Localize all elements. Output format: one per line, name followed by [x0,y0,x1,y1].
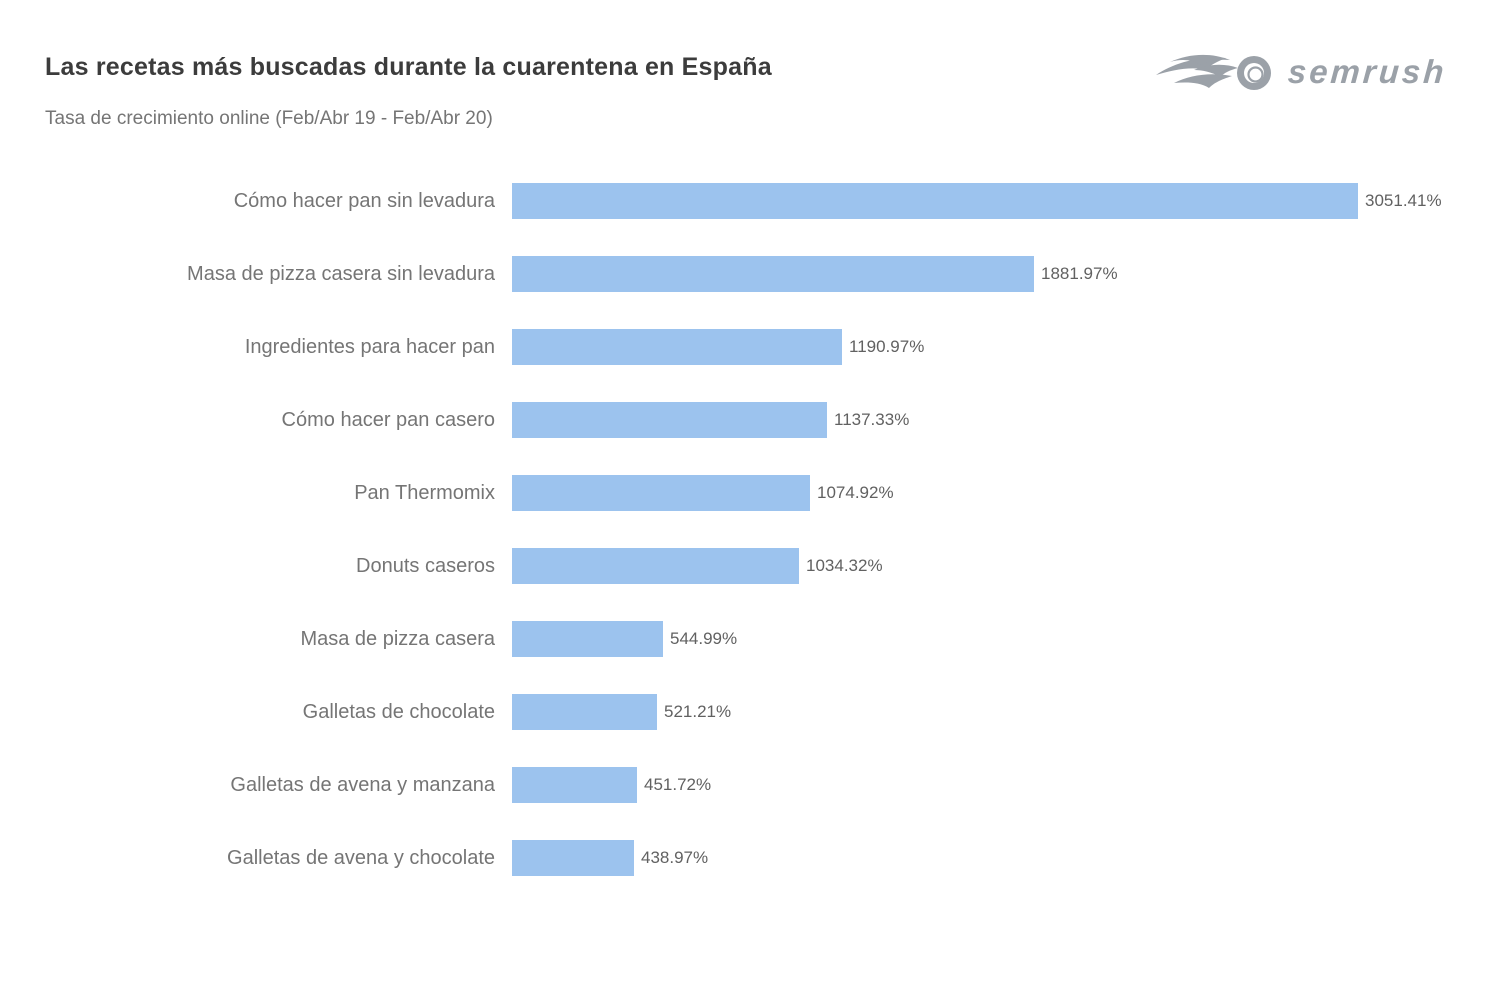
bar [512,402,827,438]
chart-row: Donuts caseros 1034.32% [0,548,1496,584]
value-label: 3051.41% [1365,191,1442,210]
chart-row: Ingredientes para hacer pan 1190.97% [0,329,1496,365]
bar [512,183,1358,219]
bar-chart: Cómo hacer pan sin levadura 3051.41% Masa … [0,183,1496,876]
chart-row: Galletas de avena y manzana 451.72% [0,767,1496,803]
chart-row: Galletas de chocolate 521.21% [0,694,1496,730]
category-label: Pan Thermomix [354,482,495,504]
value-label: 1137.33% [834,410,910,429]
bar [512,767,637,803]
chart-row: Masa de pizza casera 544.99% [0,621,1496,657]
category-label: Cómo hacer pan sin levadura [233,190,495,212]
category-label: Galletas de avena y chocolate [227,847,495,869]
semrush-logo-text: semrush [1287,53,1449,90]
bar [512,548,799,584]
bar [512,329,842,365]
chart-row: Cómo hacer pan casero 1137.33% [0,402,1496,438]
bar [512,256,1034,292]
value-label: 1074.92% [817,483,894,502]
value-label: 521.21% [664,702,732,721]
category-label: Galletas de chocolate [302,701,495,723]
category-label: Galletas de avena y manzana [230,774,495,796]
value-label: 451.72% [644,775,712,794]
category-label: Donuts caseros [356,555,495,577]
bar [512,840,634,876]
category-label: Ingredientes para hacer pan [244,336,495,358]
value-label: 1034.32% [806,556,883,575]
chart-row: Masa de pizza casera sin levadura 1881.97… [0,256,1496,292]
category-label: Cómo hacer pan casero [281,409,495,431]
bar [512,621,663,657]
chart-row: Cómo hacer pan sin levadura 3051.41% [0,183,1496,219]
category-label: Masa de pizza casera [300,628,495,650]
bar [512,475,810,511]
bar [512,694,657,730]
semrush-flame-icon [1156,54,1272,90]
semrush-logo: semrush [1154,50,1449,94]
category-label: Masa de pizza casera sin levadura [187,263,495,285]
value-label: 1190.97% [849,337,925,356]
value-label: 1881.97% [1041,264,1118,283]
value-label: 544.99% [670,629,738,648]
chart-row: Pan Thermomix 1074.92% [0,475,1496,511]
chart-row: Galletas de avena y chocolate 438.97% [0,840,1496,876]
page-subtitle: Tasa de crecimiento online (Feb/Abr 19 -… [45,108,493,129]
value-label: 438.97% [641,848,709,867]
page-title: Las recetas más buscadas durante la cuar… [45,53,772,81]
